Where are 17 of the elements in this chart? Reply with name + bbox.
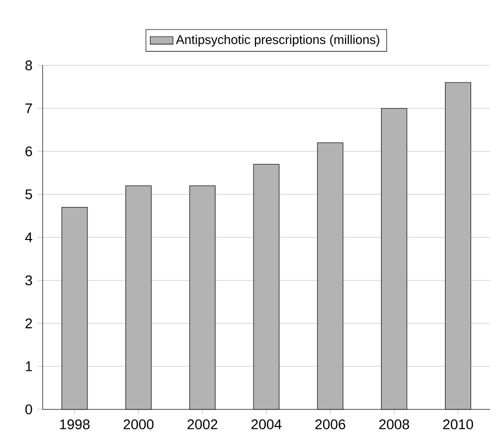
legend-label: Antipsychotic prescriptions (millions) <box>176 34 380 47</box>
y-tick-label: 2 <box>26 318 32 328</box>
y-tick-label: 3 <box>25 275 32 286</box>
x-tick-label: 2002 <box>188 419 218 430</box>
x-tick-label: 2010 <box>443 419 474 430</box>
y-tick-label: 8 <box>25 60 32 70</box>
y-tick-label: 7 <box>26 104 32 114</box>
x-tick-label: 1998 <box>60 419 90 430</box>
y-tick-label: 5 <box>25 189 32 200</box>
y-tick-label: 0 <box>25 404 32 414</box>
y-tick-label: 6 <box>26 146 32 156</box>
x-tick-label: 2004 <box>251 419 282 430</box>
y-tick-label: 1 <box>26 362 32 372</box>
x-tick-label: 2008 <box>379 419 410 430</box>
x-tick-label: 2000 <box>124 419 154 430</box>
y-tick-label: 4 <box>25 232 32 242</box>
x-tick-label: 2006 <box>315 419 346 430</box>
